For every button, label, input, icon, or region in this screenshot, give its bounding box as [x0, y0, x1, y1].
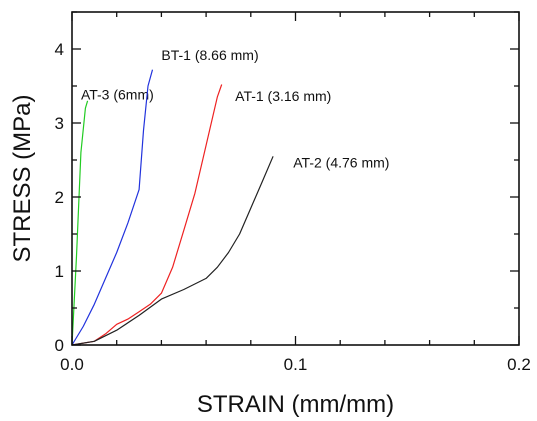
series-line-3 — [71, 84, 223, 346]
series-label-3: AT-1 (3.16 mm) — [235, 88, 331, 104]
axes-layer: 0.0 0.1 0.2 0 1 2 3 4 — [55, 11, 531, 374]
y-tick-label: 1 — [55, 262, 64, 281]
y-tick-label: 4 — [55, 40, 64, 59]
x-tick-label: 0.1 — [284, 355, 308, 374]
series-line-1 — [71, 100, 89, 346]
series-label-2: BT-1 (8.66 mm) — [161, 47, 258, 63]
series-line-2 — [71, 69, 154, 346]
y-tick-label: 3 — [55, 114, 64, 133]
series-line-4 — [71, 156, 274, 346]
series-label-4: AT-2 (4.76 mm) — [293, 154, 389, 170]
y-axis-title: STRESS (MPa) — [9, 94, 36, 262]
x-tick-label: 0.2 — [507, 355, 531, 374]
series-label-1: AT-3 (6mm) — [81, 86, 154, 102]
series-layer: AT-3 (6mm) BT-1 (8.66 mm) AT-1 (3.16 mm) AT… — [71, 47, 389, 346]
y-tick-label: 0 — [55, 336, 64, 355]
x-tick-label: 0.0 — [60, 355, 84, 374]
y-tick-label: 2 — [55, 188, 64, 207]
x-axis-title: STRAIN (mm/mm) — [197, 391, 394, 418]
plot-frame — [71, 11, 520, 346]
